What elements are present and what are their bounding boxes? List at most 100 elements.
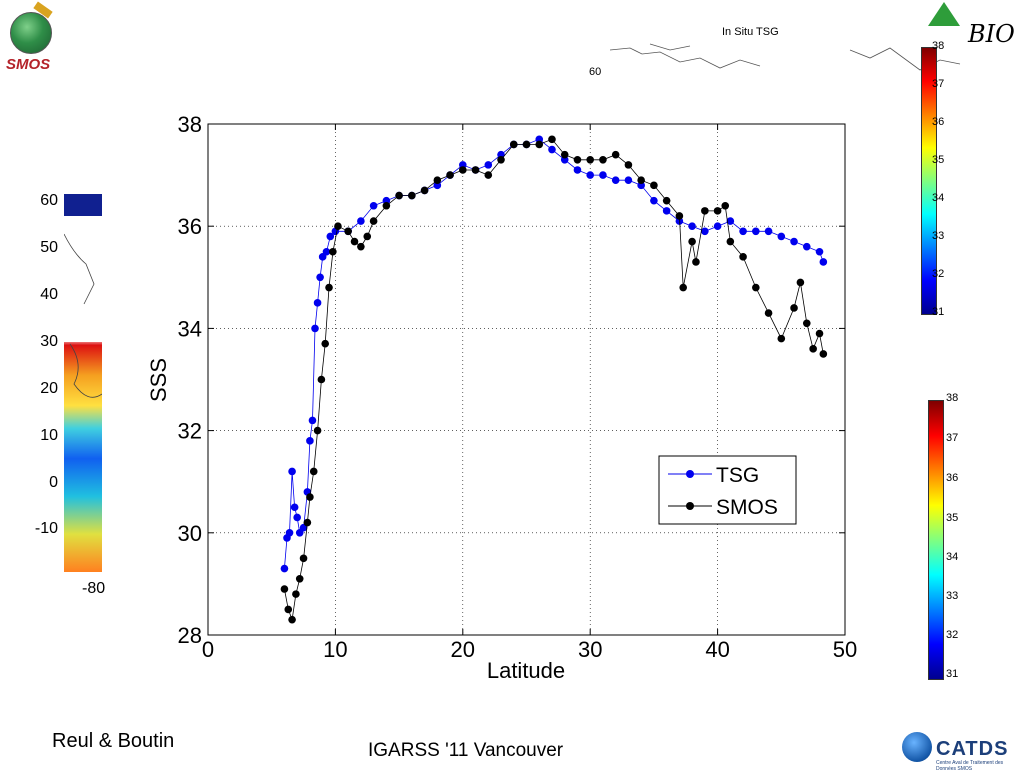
smos-data-point — [497, 155, 505, 164]
smos-data-point — [459, 166, 467, 174]
tsg-data-point — [285, 529, 294, 537]
insitu-label: In Situ TSG — [722, 26, 779, 38]
y-tick-label: 30 — [178, 521, 202, 546]
top-lat-label: 60 — [589, 66, 602, 78]
smos-data-point — [637, 176, 645, 185]
legend-smos-marker — [686, 502, 694, 510]
colorbar-top — [921, 47, 937, 315]
smos-data-point — [334, 222, 342, 230]
tsg-data-point — [308, 416, 317, 425]
smos-logo: SMOS — [4, 1, 62, 76]
smos-data-point — [692, 258, 700, 266]
tsg-data-point — [790, 237, 798, 246]
tsg-data-point — [548, 145, 556, 154]
smos-data-point — [726, 237, 735, 246]
smos-data-point — [295, 574, 304, 583]
y-tick-label: 34 — [178, 316, 202, 341]
smos-data-point — [471, 166, 480, 174]
tsg-data-point — [306, 437, 314, 445]
smos-data-point — [777, 334, 786, 343]
x-axis-label: Latitude — [487, 658, 565, 683]
tsg-data-point — [701, 227, 709, 236]
tsg-data-point — [311, 324, 319, 333]
smos-data-point — [408, 191, 416, 200]
left-map-ytick: 10 — [40, 427, 58, 444]
smos-logo-text: SMOS — [6, 56, 51, 73]
left-map-ytick: 0 — [49, 474, 58, 491]
tsg-data-point — [357, 217, 365, 225]
tsg-data-point — [484, 161, 493, 169]
smos-data-point — [662, 196, 671, 205]
left-map-ytick: -10 — [34, 520, 58, 537]
smos-data-point — [317, 375, 326, 384]
colorbar-bottom — [928, 400, 944, 680]
smos-data-point — [309, 467, 318, 476]
colorbar-label: 38 — [932, 40, 945, 52]
smos-data-point — [535, 140, 544, 149]
y-axis-label: SSS — [150, 358, 171, 402]
tsg-data-point — [316, 273, 324, 282]
smos-data-point — [321, 339, 330, 348]
smos-data-point — [713, 207, 722, 215]
smos-data-point — [573, 155, 582, 164]
tsg-data-point — [280, 564, 289, 573]
colorbar-label: 34 — [946, 551, 959, 563]
colorbar-label: 31 — [932, 306, 945, 318]
y-tick-label: 28 — [178, 623, 202, 648]
smos-data-point — [303, 518, 312, 527]
tsg-data-point — [288, 467, 296, 476]
smos-data-point — [624, 161, 633, 169]
catds-logo-subtitle: Centre Aval de Traitement des Données SM… — [936, 760, 1004, 772]
x-tick-label: 50 — [833, 637, 857, 662]
tsg-data-point — [326, 232, 335, 241]
tsg-data-point — [764, 227, 773, 236]
smos-data-point — [675, 212, 684, 220]
smos-data-point — [329, 247, 337, 256]
smos-data-point — [688, 237, 696, 246]
colorbar-label: 35 — [946, 512, 959, 524]
tsg-data-point — [726, 217, 735, 225]
smos-data-point — [350, 237, 359, 246]
left-map-ytick: 20 — [40, 380, 58, 397]
smos-data-point — [790, 304, 798, 312]
plot-area — [207, 123, 846, 636]
smos-data-point — [522, 140, 531, 149]
tsg-data-point — [777, 232, 786, 241]
smos-data-point — [299, 554, 308, 563]
smos-data-point — [369, 217, 378, 225]
triangle-icon — [928, 2, 960, 26]
conference-text: IGARSS '11 Vancouver — [368, 740, 564, 761]
tsg-data-point — [815, 247, 824, 256]
colorbar-label: 36 — [932, 116, 945, 128]
smos-data-point — [446, 171, 454, 179]
colorbar-top-labels: 38 37 36 35 34 33 32 31 — [932, 40, 962, 320]
smos-data-point — [819, 350, 828, 358]
smos-data-point — [802, 319, 811, 328]
smos-data-point — [325, 283, 333, 292]
tsg-data-point — [752, 227, 760, 236]
smos-data-point — [363, 232, 372, 241]
y-tick-label: 38 — [178, 112, 202, 137]
catds-logo: CATDS Centre Aval de Traitement des Donn… — [900, 718, 1024, 772]
x-tick-label: 10 — [323, 637, 347, 662]
globe-icon — [10, 12, 52, 54]
tsg-data-point — [369, 201, 378, 210]
left-map-axis: 60 50 40 30 20 10 0 -10 — [30, 190, 102, 590]
sss-latitude-chart: 0 10 20 30 40 50 28 30 32 34 36 38 Latitude SSS TSG… — [150, 110, 870, 710]
legend-box — [658, 455, 797, 525]
tsg-data-point — [611, 176, 620, 185]
x-tick-label: 20 — [451, 637, 475, 662]
bio-logo-text: BIO — [968, 20, 1015, 48]
smos-data-point — [292, 590, 300, 598]
chart-legend: TSG SMOS — [658, 455, 797, 525]
smos-data-point — [721, 201, 730, 210]
colorbar-label: 32 — [932, 268, 945, 280]
left-map-ytick: 30 — [40, 333, 58, 350]
left-map-ytick: 50 — [40, 239, 58, 256]
smos-data-point — [288, 615, 296, 624]
colorbar-label: 38 — [946, 392, 959, 404]
smos-data-point — [306, 493, 314, 501]
smos-data-point — [509, 140, 518, 149]
y-tick-label: 32 — [178, 419, 202, 444]
tsg-data-point — [713, 222, 722, 230]
